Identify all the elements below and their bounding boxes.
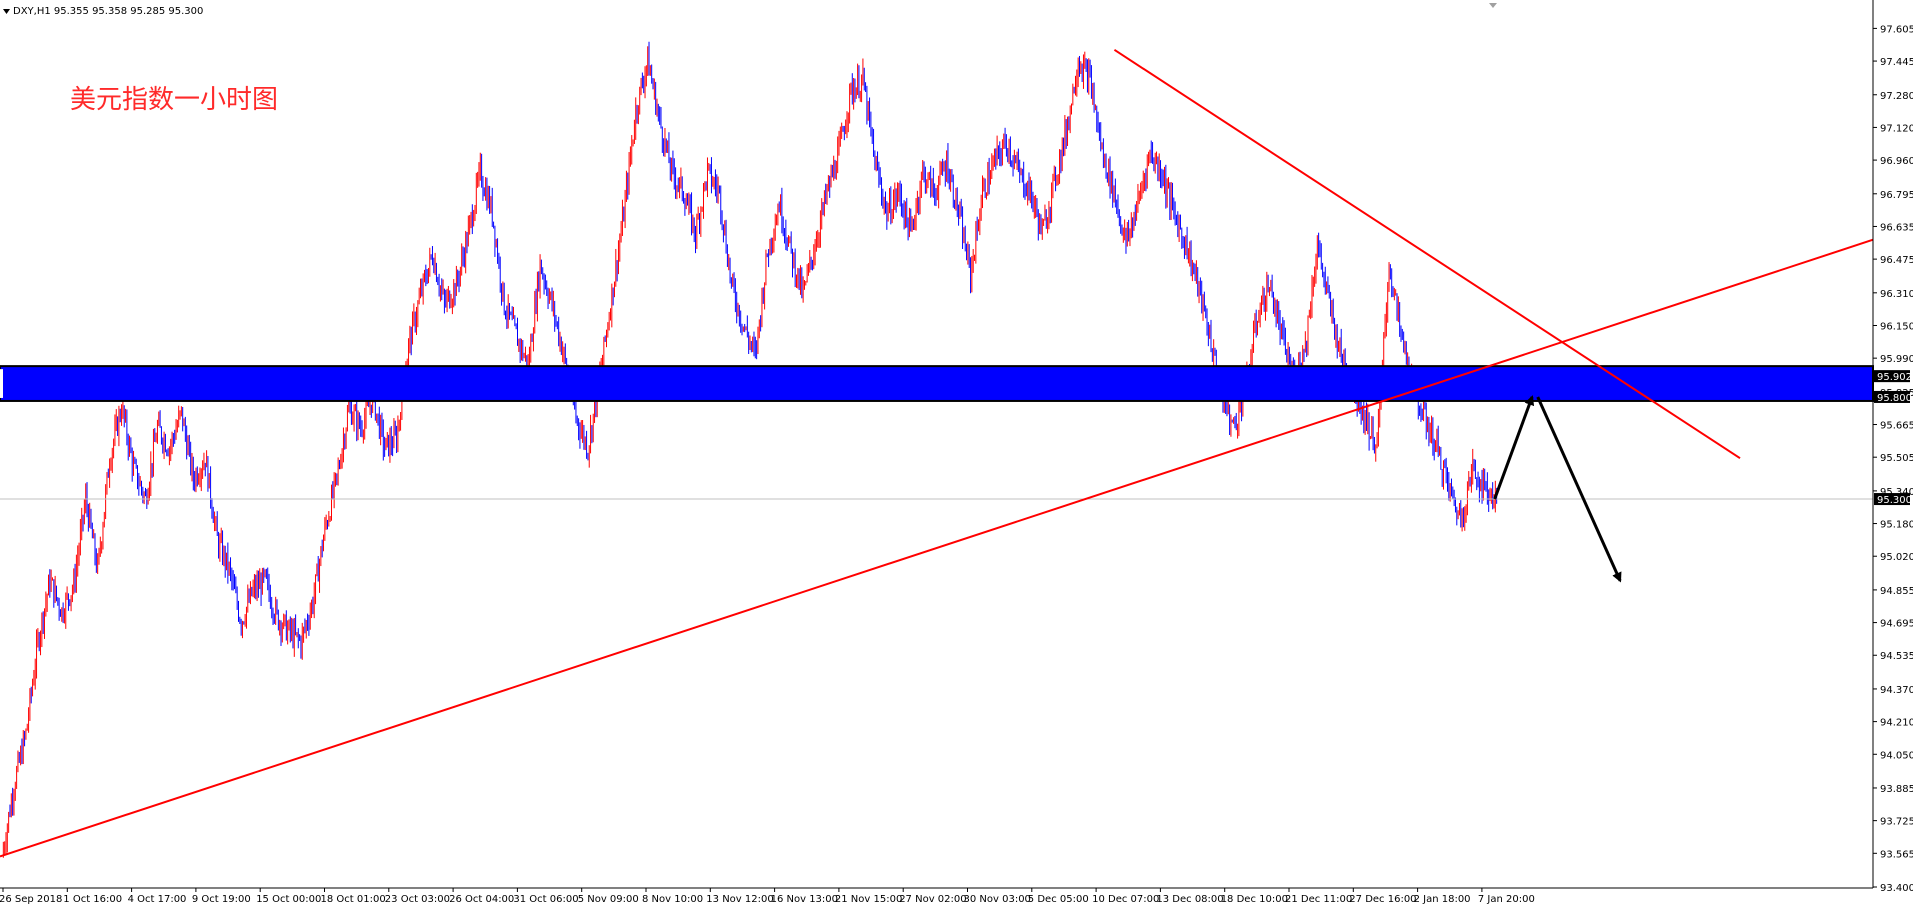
y-tick-label: 93.400 (1880, 883, 1913, 894)
x-tick-label: 27 Dec 16:00 (1349, 894, 1416, 905)
x-tick-label: 21 Dec 11:00 (1285, 894, 1352, 905)
zone-handle (0, 369, 3, 398)
chart-menu-triangle-icon[interactable] (3, 9, 10, 14)
current-price-label-box (1874, 493, 1910, 506)
zone-top-label-box (1874, 370, 1910, 383)
chart-annotation-title: 美元指数一小时图 (70, 85, 278, 115)
y-tick-label: 93.885 (1880, 784, 1913, 795)
projection-arrow-1 (1493, 395, 1535, 500)
y-tick-label: 93.725 (1880, 817, 1913, 828)
x-tick-label: 26 Sep 2018 (0, 894, 62, 905)
shift-marker-icon[interactable] (1489, 3, 1497, 8)
trendlines-layer (0, 48, 1874, 858)
y-tick-label: 97.280 (1880, 91, 1913, 102)
x-tick-label: 26 Oct 04:00 (449, 894, 514, 905)
y-tick-label: 95.180 (1880, 520, 1913, 531)
y-tick-label: 94.695 (1880, 619, 1913, 630)
x-tick-label: 31 Oct 06:00 (513, 894, 578, 905)
x-tick-label: 13 Nov 12:00 (706, 894, 773, 905)
zone-bottom-label: 95.800 (1877, 393, 1912, 404)
x-tick-label: 2 Jan 18:00 (1414, 894, 1471, 905)
y-tick-label: 94.855 (1880, 586, 1913, 597)
resistance-zone (0, 365, 1874, 402)
y-tick-label: 96.960 (1880, 156, 1913, 167)
y-tick-label: 96.635 (1880, 222, 1913, 233)
x-tick-label: 1 Oct 16:00 (63, 894, 122, 905)
projection-arrows-layer (1493, 395, 1622, 583)
zone-bottom-label-box (1874, 390, 1910, 403)
y-tick-label: 94.535 (1880, 651, 1913, 662)
y-tick-label: 96.475 (1880, 255, 1913, 266)
x-tick-label: 13 Dec 08:00 (1156, 894, 1223, 905)
x-tick-label: 30 Nov 03:00 (964, 894, 1031, 905)
symbol-info: DXY,H1 95.355 95.358 95.285 95.300 (13, 6, 203, 17)
x-tick-label: 5 Nov 09:00 (578, 894, 639, 905)
x-tick-label: 15 Oct 00:00 (256, 894, 321, 905)
projection-arrow-2 (1536, 396, 1622, 583)
y-tick-label: 95.505 (1880, 453, 1913, 464)
x-tick-label: 21 Nov 15:00 (835, 894, 902, 905)
y-tick-label: 93.565 (1880, 849, 1913, 860)
zone-top-label: 95.902 (1877, 372, 1912, 383)
y-tick-label: 94.370 (1880, 685, 1913, 696)
x-tick-label: 10 Dec 07:00 (1092, 894, 1159, 905)
y-tick-label: 94.210 (1880, 718, 1913, 729)
x-tick-label: 16 Nov 13:00 (771, 894, 838, 905)
x-tick-label: 27 Nov 02:00 (899, 894, 966, 905)
y-tick-label: 97.120 (1880, 123, 1913, 134)
y-tick-label: 96.795 (1880, 190, 1913, 201)
y-tick-label: 94.050 (1880, 750, 1913, 761)
trendline-ascending-support (0, 238, 1874, 858)
x-tick-label: 23 Oct 03:00 (385, 894, 450, 905)
x-tick-label: 18 Dec 10:00 (1221, 894, 1288, 905)
y-tick-label: 95.340 (1880, 487, 1913, 498)
resistance-zone-layer (0, 365, 1874, 402)
y-tick-label: 97.605 (1880, 24, 1913, 35)
candles-layer (0, 41, 1873, 858)
current-price-label: 95.300 (1877, 495, 1912, 506)
x-tick-label: 7 Jan 20:00 (1478, 894, 1535, 905)
y-tick-label: 95.020 (1880, 552, 1913, 563)
x-tick-label: 5 Dec 05:00 (1028, 894, 1089, 905)
x-tick-label: 4 Oct 17:00 (128, 894, 187, 905)
y-tick-label: 95.665 (1880, 421, 1913, 432)
x-tick-label: 8 Nov 10:00 (642, 894, 703, 905)
y-tick-label: 95.990 (1880, 354, 1913, 365)
x-tick-label: 18 Oct 01:00 (321, 894, 386, 905)
x-tick-label: 9 Oct 19:00 (192, 894, 251, 905)
y-tick-label: 96.310 (1880, 289, 1913, 300)
y-tick-label: 97.445 (1880, 57, 1913, 68)
y-tick-label: 96.150 (1880, 321, 1913, 332)
trendline-descending-resistance (1113, 48, 1741, 460)
